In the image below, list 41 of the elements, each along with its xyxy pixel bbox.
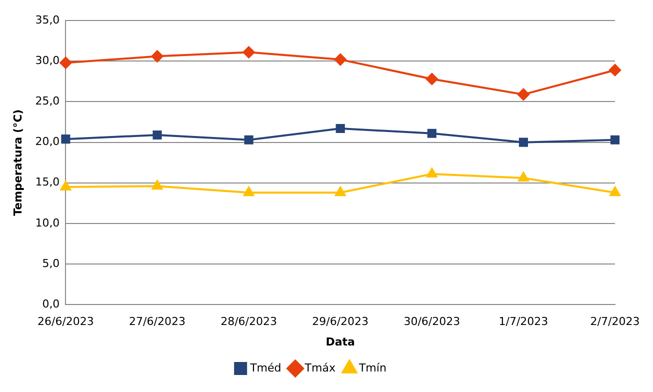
point xyxy=(152,130,162,140)
y-tick-label: 10,0 xyxy=(35,216,60,230)
point xyxy=(61,134,70,144)
x-tick-label: 27/6/2023 xyxy=(129,315,186,328)
point xyxy=(60,56,72,69)
y-tick-label: 30,0 xyxy=(35,54,60,68)
point xyxy=(518,138,528,147)
point xyxy=(610,186,620,196)
point xyxy=(334,54,346,66)
point xyxy=(242,46,255,58)
point xyxy=(427,128,436,138)
legend-label: Tmín xyxy=(358,361,386,374)
point xyxy=(151,50,164,62)
x-axis-title: Data xyxy=(326,335,355,348)
x-tick-label: 1/7/2023 xyxy=(498,315,548,328)
point xyxy=(518,172,529,182)
point xyxy=(335,186,346,196)
y-tick-label: 5,0 xyxy=(42,256,60,270)
point xyxy=(426,73,438,86)
legend-label: Tmáx xyxy=(304,361,336,374)
point xyxy=(243,186,254,196)
y-tick-label: 20,0 xyxy=(35,135,60,148)
point xyxy=(336,124,345,134)
y-tick-label: 35,0 xyxy=(35,13,60,26)
x-tick-label: 29/6/2023 xyxy=(312,315,369,328)
point xyxy=(610,135,620,144)
point xyxy=(517,88,530,100)
point xyxy=(60,180,72,190)
x-tick-label: 28/6/2023 xyxy=(220,315,277,328)
point xyxy=(609,64,621,76)
y-tick-label: 15,0 xyxy=(35,176,60,189)
point xyxy=(244,135,254,144)
x-tick-label: 30/6/2023 xyxy=(404,315,460,328)
y-axis-title: Temperatura (°C) xyxy=(11,109,24,216)
x-tick-label: 2/7/2023 xyxy=(590,315,640,328)
y-tick-label: 0,0 xyxy=(42,297,60,310)
x-tick-label: 26/6/2023 xyxy=(37,315,94,328)
point xyxy=(426,168,438,178)
y-tick-label: 25,0 xyxy=(35,94,60,108)
legend-label: Tméd xyxy=(249,361,282,374)
point xyxy=(152,180,163,190)
